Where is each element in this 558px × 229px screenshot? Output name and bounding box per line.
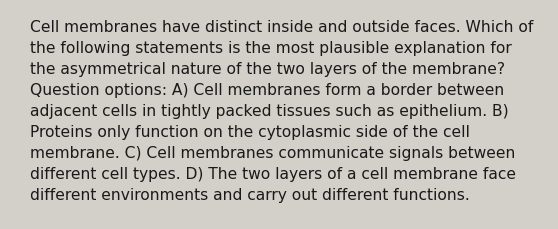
Text: Cell membranes have distinct inside and outside faces. Which of
the following st: Cell membranes have distinct inside and … (30, 20, 533, 202)
